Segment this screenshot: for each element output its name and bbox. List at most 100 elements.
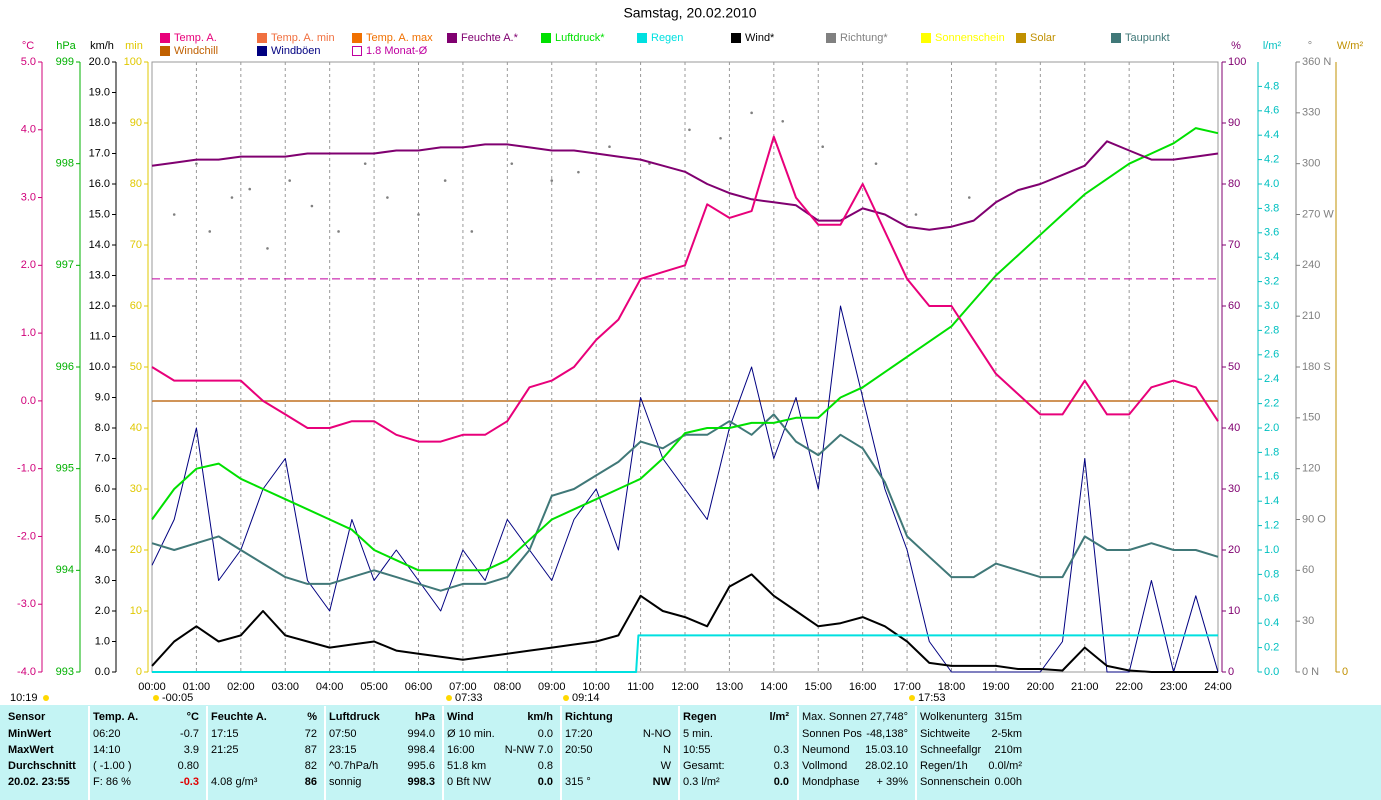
table-cell: 27,748° bbox=[870, 711, 908, 723]
axis-tick-label: 8.0 bbox=[95, 422, 110, 434]
axis-unit: % bbox=[1231, 40, 1241, 52]
axis-tick-label: 20.0 bbox=[89, 56, 110, 68]
table-cell: 998.4 bbox=[407, 744, 435, 756]
legend-label: Taupunkt bbox=[1125, 32, 1170, 44]
axis-tick-label: 30 bbox=[1302, 615, 1314, 627]
table-cell: N-NO bbox=[643, 728, 672, 740]
axis-unit: ° bbox=[1308, 40, 1312, 52]
axis-unit: °C bbox=[22, 40, 34, 52]
axis-tick-label: 3.4 bbox=[1264, 251, 1279, 263]
axis-tick-label: 17.0 bbox=[89, 147, 110, 159]
axis-tick-label: 0.4 bbox=[1264, 617, 1279, 629]
axis-tick-label: -3.0 bbox=[17, 598, 36, 610]
table-cell: 20.02. 23:55 bbox=[8, 776, 70, 788]
direction-dot bbox=[363, 162, 367, 165]
axis-tick-label: 150 bbox=[1302, 412, 1320, 424]
table-cell: 0.80 bbox=[178, 760, 199, 772]
x-tick-label: 22:00 bbox=[1115, 681, 1143, 693]
sun-time: 17:53 bbox=[918, 692, 946, 704]
table-cell: 28.02.10 bbox=[865, 760, 908, 772]
table-cell: -48,138° bbox=[866, 728, 908, 740]
sun-time: 10:19 bbox=[10, 692, 38, 704]
direction-dot bbox=[781, 120, 785, 123]
axis-tick-label: -2.0 bbox=[17, 530, 36, 542]
direction-dot bbox=[230, 196, 234, 199]
axis-tick-label: 3.0 bbox=[95, 574, 110, 586]
sun-time: 07:33 bbox=[455, 692, 483, 704]
x-tick-label: 13:00 bbox=[716, 681, 744, 693]
table-cell: Durchschnitt bbox=[8, 760, 76, 772]
column-title: Richtung bbox=[565, 711, 613, 723]
legend-label: Temp. A. max bbox=[366, 32, 433, 44]
axis-tick-label: 80 bbox=[1228, 178, 1240, 190]
axis-tick-label: 11.0 bbox=[89, 330, 110, 342]
axis-tick-label: 90 bbox=[130, 117, 142, 129]
table-cell: 0.0 bbox=[538, 728, 553, 740]
axis-tick-label: 4.2 bbox=[1264, 154, 1279, 166]
table-cell: 998.3 bbox=[407, 776, 435, 788]
legend-label: Regen bbox=[651, 32, 683, 44]
axis-tick-label: 100 bbox=[1228, 56, 1246, 68]
x-tick-label: 01:00 bbox=[183, 681, 211, 693]
table-cell: NW bbox=[653, 776, 672, 788]
axis-tick-label: 995 bbox=[56, 463, 74, 475]
column-unit: % bbox=[307, 711, 317, 723]
axis-tick-label: 1.0 bbox=[1264, 544, 1279, 556]
table-cell: N bbox=[663, 744, 671, 756]
direction-dot bbox=[417, 213, 420, 216]
table-cell: 87 bbox=[305, 744, 317, 756]
axis-tick-label: 360 N bbox=[1302, 56, 1331, 68]
legend-label: Feuchte A.* bbox=[461, 32, 519, 44]
direction-dot bbox=[821, 145, 824, 149]
table-cell: 20:50 bbox=[565, 744, 593, 756]
axis-tick-label: 50 bbox=[130, 361, 142, 373]
x-tick-label: 24:00 bbox=[1204, 681, 1232, 693]
legend-swatch bbox=[921, 33, 931, 43]
axis-tick-label: 4.0 bbox=[95, 544, 110, 556]
axis-tick-label: 1.6 bbox=[1264, 471, 1279, 483]
legend-swatch bbox=[447, 33, 457, 43]
direction-dot bbox=[750, 111, 753, 115]
axis-unit: km/h bbox=[90, 40, 114, 52]
sun-icon bbox=[909, 695, 915, 701]
x-tick-label: 07:00 bbox=[449, 681, 477, 693]
table-cell: 72 bbox=[305, 728, 317, 740]
table-cell: 994.0 bbox=[407, 728, 435, 740]
table-cell: Vollmond bbox=[802, 760, 847, 772]
x-tick-label: 08:00 bbox=[494, 681, 522, 693]
x-tick-label: 17:00 bbox=[893, 681, 921, 693]
table-cell: Regen/1h bbox=[920, 760, 968, 772]
legend-swatch bbox=[160, 33, 170, 43]
axis-tick-label: 0 bbox=[136, 666, 142, 678]
axis-tick-label: 1.4 bbox=[1264, 495, 1279, 507]
sun-icon bbox=[563, 695, 569, 701]
axis-tick-label: 2.0 bbox=[1264, 422, 1279, 434]
x-tick-label: 14:00 bbox=[760, 681, 788, 693]
axis-tick-label: 1.0 bbox=[21, 327, 36, 339]
axis-tick-label: 240 bbox=[1302, 259, 1320, 271]
column-title: Wind bbox=[447, 711, 474, 723]
table-cell: 07:50 bbox=[329, 728, 357, 740]
axis-unit: W/m² bbox=[1337, 40, 1364, 52]
legend-label: Windchill bbox=[174, 45, 218, 57]
axis-tick-label: 4.0 bbox=[21, 124, 36, 136]
x-tick-label: 00:00 bbox=[138, 681, 166, 693]
series-line bbox=[151, 573, 1218, 673]
direction-dot bbox=[719, 136, 722, 140]
axis-tick-label: 0 bbox=[1228, 666, 1234, 678]
axis-tick-label: -1.0 bbox=[17, 463, 36, 475]
x-tick-label: 15:00 bbox=[804, 681, 832, 693]
direction-dot bbox=[914, 213, 918, 216]
axis-tick-label: 60 bbox=[130, 300, 142, 312]
axis-tick-label: 7.0 bbox=[95, 452, 110, 464]
axis-tick-label: 18.0 bbox=[89, 117, 110, 129]
direction-dot bbox=[208, 230, 212, 233]
x-tick-label: 05:00 bbox=[360, 681, 388, 693]
axis-tick-label: 4.0 bbox=[1264, 178, 1279, 190]
series-line bbox=[151, 135, 1219, 443]
legend-swatch bbox=[352, 46, 362, 56]
table-cell: sonnig bbox=[329, 776, 361, 788]
table-cell: Schneefallgr bbox=[920, 744, 981, 756]
legend-swatch bbox=[352, 33, 362, 43]
